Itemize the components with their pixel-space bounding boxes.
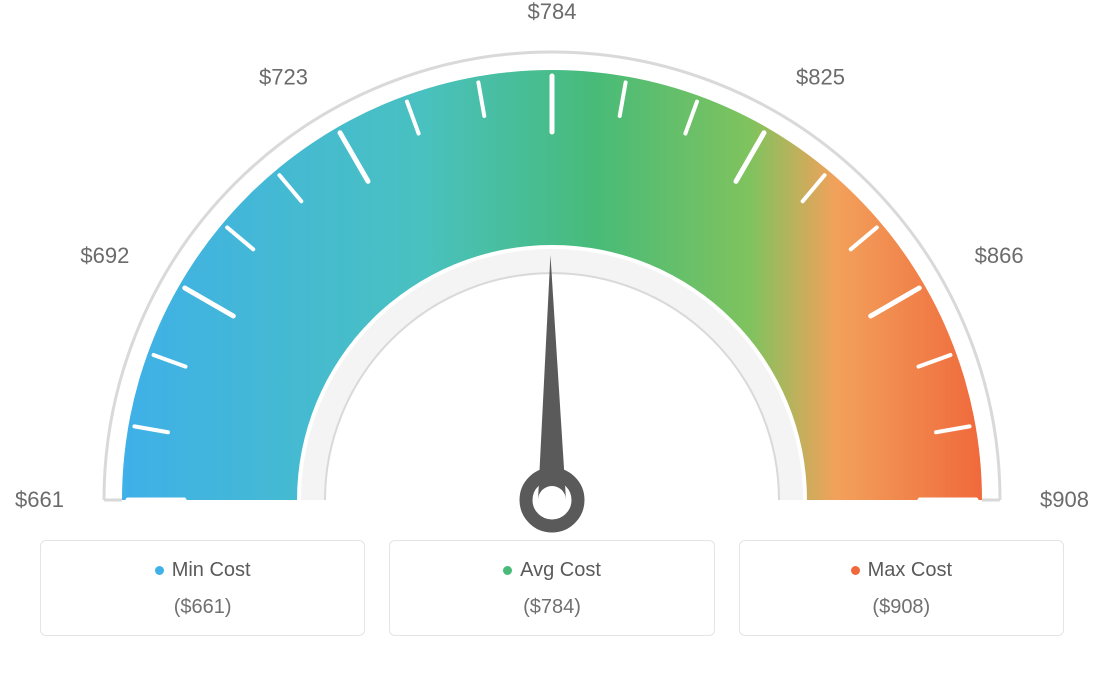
svg-text:$723: $723 (259, 64, 308, 89)
legend-title-avg: Avg Cost (503, 559, 601, 582)
dot-max (851, 566, 860, 575)
legend-label-min: Min Cost (172, 559, 251, 582)
dot-avg (503, 566, 512, 575)
legend-value-min: ($661) (51, 596, 354, 619)
dot-min (155, 566, 164, 575)
legend-value-max: ($908) (750, 596, 1053, 619)
gauge-svg: $661 $692 $723 $784 $825 $866 $908 (0, 0, 1104, 560)
svg-text:$825: $825 (796, 64, 845, 89)
svg-text:$661: $661 (15, 487, 64, 512)
legend-label-max: Max Cost (868, 559, 952, 582)
legend-title-max: Max Cost (851, 559, 952, 582)
gauge-chart: $661 $692 $723 $784 $825 $866 $908 (0, 0, 1104, 540)
svg-text:$866: $866 (975, 243, 1024, 268)
legend-label-avg: Avg Cost (520, 559, 601, 582)
legend-title-min: Min Cost (155, 559, 251, 582)
legend-value-avg: ($784) (400, 596, 703, 619)
svg-text:$784: $784 (528, 0, 577, 24)
svg-text:$692: $692 (80, 243, 129, 268)
svg-text:$908: $908 (1040, 487, 1089, 512)
